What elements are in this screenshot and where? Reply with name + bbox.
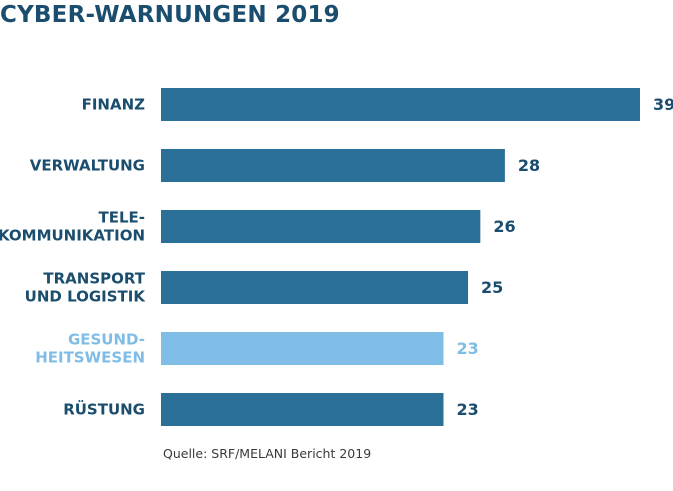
bar-1 <box>161 149 505 182</box>
source-note: Quelle: SRF/MELANI Bericht 2019 <box>163 446 372 461</box>
bar-2 <box>161 210 481 243</box>
category-label-line: FINANZ <box>82 96 146 114</box>
value-label-5: 23 <box>456 400 478 419</box>
category-label-line: KOMMUNIKATION <box>0 227 145 245</box>
bar-5 <box>161 393 444 426</box>
category-label-line: HEITSWESEN <box>35 349 145 367</box>
category-label-0: FINANZ <box>82 96 146 114</box>
value-label-1: 28 <box>518 156 540 175</box>
category-label-line: TRANSPORT <box>43 270 145 288</box>
category-label-4: GESUND-HEITSWESEN <box>35 331 145 367</box>
bar-0 <box>161 88 640 121</box>
value-label-4: 23 <box>456 339 478 358</box>
bar-4 <box>161 332 444 365</box>
category-label-line: VERWALTUNG <box>30 157 145 175</box>
bar-3 <box>161 271 469 304</box>
category-label-line: TELE- <box>98 209 145 227</box>
category-label-line: UND LOGISTIK <box>25 288 147 306</box>
value-label-3: 25 <box>481 278 503 297</box>
category-label-line: RÜSTUNG <box>63 400 145 419</box>
value-label-2: 26 <box>493 217 515 236</box>
value-label-0: 39 <box>653 95 673 114</box>
category-label-1: VERWALTUNG <box>30 157 145 175</box>
category-label-line: GESUND- <box>68 331 145 349</box>
category-label-2: TELE-KOMMUNIKATION <box>0 209 145 245</box>
category-label-5: RÜSTUNG <box>63 400 145 419</box>
chart-title: CYBER-WARNUNGEN 2019 <box>0 2 340 28</box>
category-label-3: TRANSPORT UND LOGISTIK <box>25 270 147 306</box>
